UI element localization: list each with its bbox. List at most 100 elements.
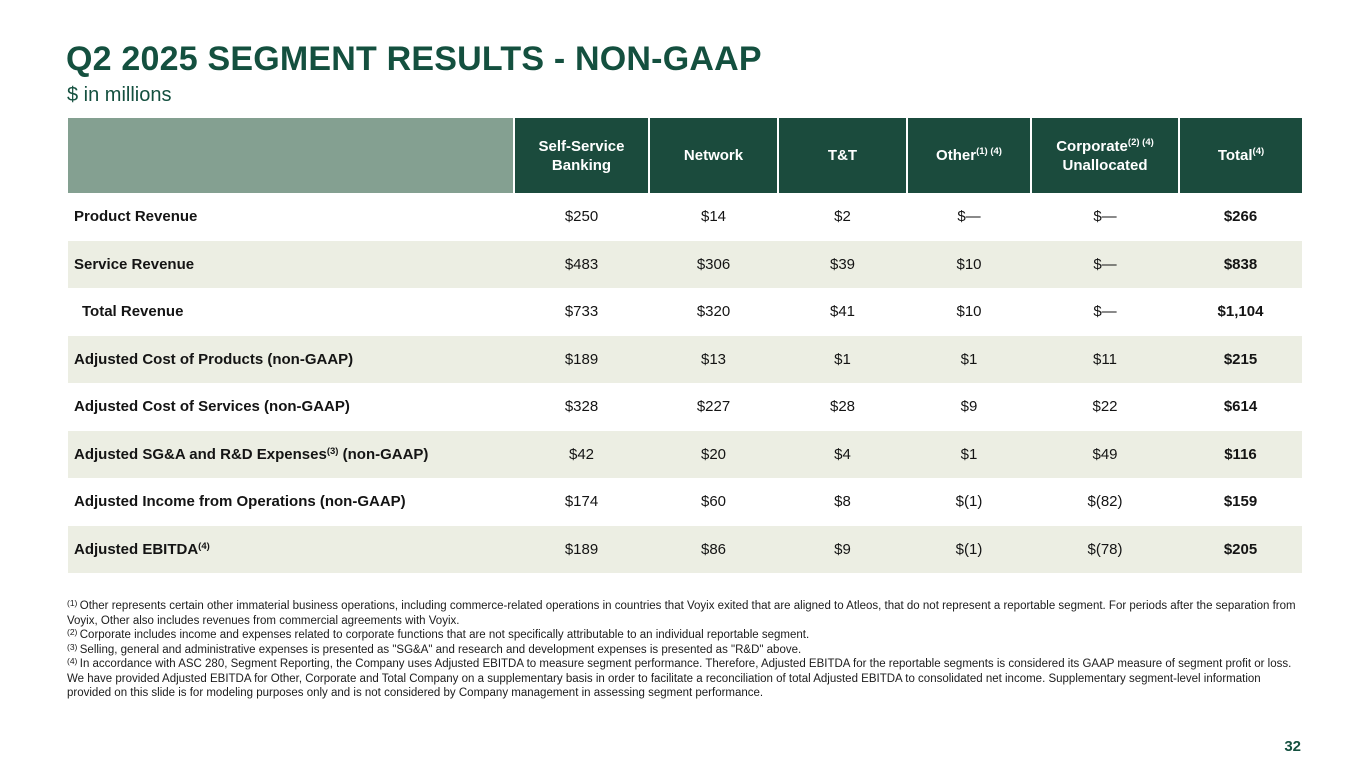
page-number: 32 [1284,738,1301,755]
segment-results-table: Self-Service Banking Network T&T Other(1) (4… [68,118,1302,573]
table-cell: $266 [1179,193,1302,241]
table-cell: $28 [778,383,907,431]
table-row: Adjusted Cost of Products (non-GAAP) $189… [68,335,1302,383]
table-row: Adjusted Income from Operations (non-GAA… [68,478,1302,526]
table-cell: $159 [1179,478,1302,526]
table-cell: $9 [778,525,907,573]
table-cell: $— [1031,240,1179,288]
table-cell: $— [1031,193,1179,241]
table-cell: $(82) [1031,478,1179,526]
footnote: (1) Other represents certain other immat… [67,598,1296,627]
footnote: (3) Selling, general and administrative … [67,641,802,656]
table-cell: $205 [1179,525,1302,573]
table-cell: $10 [907,240,1031,288]
footnote-marker: (4) [67,656,80,666]
table-cell: $8 [778,478,907,526]
table-cell: $1 [907,430,1031,478]
table-cell: $1 [778,335,907,383]
column-header-total: Total(4) [1178,118,1302,193]
table-cell: $4 [778,430,907,478]
column-header-label-line2: Unallocated [1062,156,1148,174]
table-cell: $(1) [907,525,1031,573]
table-cell: $9 [907,383,1031,431]
table-cell: $227 [649,383,778,431]
footnote: (4) In accordance with ASC 280, Segment … [67,656,1292,699]
footnote-ref: (1) (4) [976,146,1002,157]
footnote: (2) Corporate includes income and expens… [67,627,810,641]
table-cell: $250 [514,193,649,241]
table-row: Total Revenue $733 $320 $41 $10 $— $1,104 [68,288,1302,336]
subtitle: $ in millions [67,84,172,106]
table-cell: $42 [514,430,649,478]
table-cell: $174 [514,478,649,526]
column-header-label: Corporate [1056,137,1128,155]
table-cell: $320 [649,288,778,336]
table-cell: $13 [649,335,778,383]
column-header-label: Network [683,147,744,164]
row-label: Adjusted EBITDA(4) [68,525,514,573]
table-row: Adjusted SG&A and R&D Expenses(3) (non-G… [68,430,1302,478]
table-row: Adjusted EBITDA(4) $189 $86 $9 $(1) $(78) $205 [68,525,1302,573]
row-label: Total Revenue [68,288,514,336]
footnote-marker: (1) [67,598,80,608]
column-header-t-and-t: T&T [777,118,907,193]
table-cell: $328 [514,383,649,431]
row-label: Adjusted Income from Operations (non-GAA… [68,478,514,526]
table-cell: $11 [1031,335,1179,383]
row-label: Service Revenue [68,240,514,288]
table-cell: $86 [649,525,778,573]
table-cell: $41 [778,288,907,336]
table-body: Product Revenue $250 $14 $2 $— $— $266 Service … [68,193,1302,573]
table-cell: $2 [778,193,907,241]
column-header-label: Other [936,147,977,164]
column-header-label: Self-Service [538,137,625,155]
table-cell: $20 [649,430,778,478]
footnote-ref: (3) [326,445,339,457]
column-header-self-service-banking: Self-Service Banking [513,118,649,193]
table-cell: $116 [1179,430,1302,478]
table-row: Adjusted Cost of Services (non-GAAP) $328… [68,383,1302,431]
table-cell: $1,104 [1179,288,1302,336]
footnote-marker: (2) [67,627,80,637]
column-header-other: Other(1) (4) [906,118,1031,193]
footnote-ref: (4) [198,540,210,552]
row-label: Adjusted SG&A and R&D Expenses(3) (non-G… [68,430,514,478]
row-label: Product Revenue [68,193,514,241]
table-row: Product Revenue $250 $14 $2 $— $— $266 [68,193,1302,241]
row-label: Adjusted Cost of Services (non-GAAP) [68,383,514,431]
table-cell: $— [907,193,1031,241]
table-cell: $39 [778,240,907,288]
table-cell: $733 [514,288,649,336]
footnote-ref: (2) (4) [1127,136,1154,148]
column-header-label-line2: Banking [551,156,612,174]
table-cell: $189 [514,525,649,573]
table-cell: $22 [1031,383,1179,431]
table-cell: $483 [514,240,649,288]
table-cell: $14 [649,193,778,241]
table-cell: $838 [1179,240,1302,288]
table-cell: $(1) [907,478,1031,526]
row-label: Adjusted Cost of Products (non-GAAP) [68,335,514,383]
table-header-row: Self-Service Banking Network T&T Other(1) (4… [68,118,1302,193]
table-cell: $(78) [1031,525,1179,573]
table-row: Service Revenue $483 $306 $39 $10 $— $838 [68,240,1302,288]
column-header-corporate-unallocated: Corporate(2) (4) Unallocated [1030,118,1179,193]
footnote-marker: (3) [67,641,80,652]
table-corner-cell [68,118,514,193]
table-cell: $60 [649,478,778,526]
table-cell: $10 [907,288,1031,336]
table-cell: $1 [907,335,1031,383]
column-header-network: Network [648,118,778,193]
footnote-ref: (4) [1252,146,1265,157]
table-cell: $— [1031,288,1179,336]
table-cell: $306 [649,240,778,288]
column-header-label: Total [1217,147,1253,164]
table-cell: $189 [514,335,649,383]
page-title: Q2 2025 SEGMENT RESULTS - NON-GAAP [66,40,762,78]
table-cell: $215 [1179,335,1302,383]
table-cell: $614 [1179,383,1302,431]
footnotes: (1) Other represents certain other immat… [67,599,1301,701]
table-cell: $49 [1031,430,1179,478]
column-header-label: T&T [827,147,858,164]
